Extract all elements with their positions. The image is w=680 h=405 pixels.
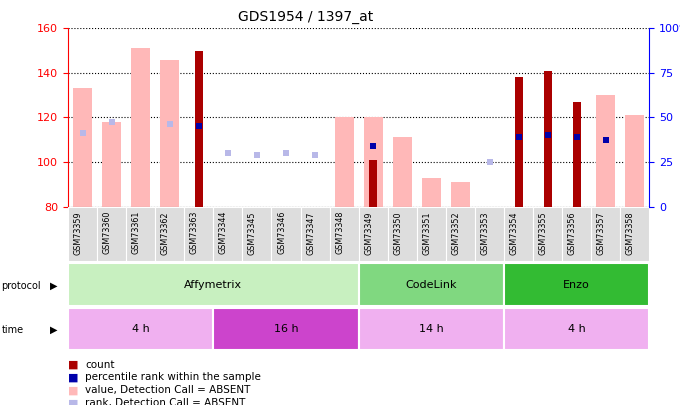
Text: GSM73349: GSM73349 (364, 211, 373, 255)
Text: 4 h: 4 h (132, 324, 150, 334)
Text: time: time (1, 325, 24, 335)
Text: GSM73355: GSM73355 (539, 211, 547, 255)
Text: GSM73359: GSM73359 (73, 211, 82, 255)
Bar (446, 207, 475, 261)
Bar (301, 207, 330, 261)
Text: percentile rank within the sample: percentile rank within the sample (85, 373, 261, 382)
Bar (214, 207, 242, 261)
Text: ■: ■ (68, 373, 78, 382)
Bar (573, 102, 581, 207)
Bar (504, 207, 533, 261)
Text: GDS1954 / 1397_at: GDS1954 / 1397_at (239, 10, 373, 24)
Bar (68, 308, 214, 350)
Bar (620, 207, 649, 261)
Text: ■: ■ (68, 360, 78, 369)
Text: protocol: protocol (1, 281, 41, 290)
Text: count: count (85, 360, 114, 369)
Bar (422, 177, 441, 207)
Bar (562, 207, 592, 261)
Bar (515, 77, 523, 207)
Text: GSM73351: GSM73351 (422, 211, 431, 255)
Text: 4 h: 4 h (568, 324, 585, 334)
Text: Affymetrix: Affymetrix (184, 279, 242, 290)
Bar (160, 60, 180, 207)
Bar (359, 207, 388, 261)
Text: GSM73362: GSM73362 (160, 211, 170, 255)
Bar (214, 308, 359, 350)
Bar (271, 207, 301, 261)
Text: value, Detection Call = ABSENT: value, Detection Call = ABSENT (85, 386, 250, 395)
Bar (591, 207, 620, 261)
Bar (68, 207, 97, 261)
Bar (131, 48, 150, 207)
Bar (417, 207, 446, 261)
Text: rank, Detection Call = ABSENT: rank, Detection Call = ABSENT (85, 399, 245, 405)
Text: GSM73344: GSM73344 (219, 211, 228, 254)
Bar (451, 182, 470, 207)
Text: CodeLink: CodeLink (406, 279, 457, 290)
Bar (388, 207, 417, 261)
Bar (242, 207, 271, 261)
Text: ■: ■ (68, 399, 78, 405)
Bar (102, 122, 121, 207)
Bar (475, 207, 504, 261)
Bar (335, 117, 354, 207)
Bar (194, 51, 203, 207)
Text: GSM73345: GSM73345 (248, 211, 257, 255)
Text: GSM73347: GSM73347 (306, 211, 315, 255)
Bar (596, 95, 615, 207)
Text: GSM73361: GSM73361 (132, 211, 141, 254)
Bar (330, 207, 359, 261)
Text: 14 h: 14 h (419, 324, 444, 334)
Text: Enzo: Enzo (563, 279, 590, 290)
Text: ▶: ▶ (50, 325, 57, 335)
Text: GSM73360: GSM73360 (103, 211, 112, 254)
Text: GSM73346: GSM73346 (277, 211, 286, 254)
Text: GSM73356: GSM73356 (568, 211, 577, 255)
Bar (533, 207, 562, 261)
Text: GSM73353: GSM73353 (481, 211, 490, 255)
Text: GSM73363: GSM73363 (190, 211, 199, 254)
Bar (184, 207, 214, 261)
Bar (543, 71, 551, 207)
Bar (359, 308, 504, 350)
Bar (97, 207, 126, 261)
Bar (359, 263, 504, 306)
Bar (73, 89, 92, 207)
Bar (504, 308, 649, 350)
Bar (126, 207, 155, 261)
Text: GSM73357: GSM73357 (597, 211, 606, 255)
Bar (393, 138, 412, 207)
Bar (155, 207, 184, 261)
Text: ▶: ▶ (50, 281, 57, 290)
Bar (364, 117, 383, 207)
Bar (68, 263, 359, 306)
Text: GSM73348: GSM73348 (335, 211, 344, 254)
Bar (504, 263, 649, 306)
Text: GSM73350: GSM73350 (393, 211, 403, 255)
Bar (626, 115, 645, 207)
Text: GSM73358: GSM73358 (626, 211, 635, 255)
Bar (369, 160, 377, 207)
Text: GSM73352: GSM73352 (452, 211, 460, 255)
Text: ■: ■ (68, 386, 78, 395)
Text: GSM73354: GSM73354 (509, 211, 519, 255)
Text: 16 h: 16 h (274, 324, 299, 334)
